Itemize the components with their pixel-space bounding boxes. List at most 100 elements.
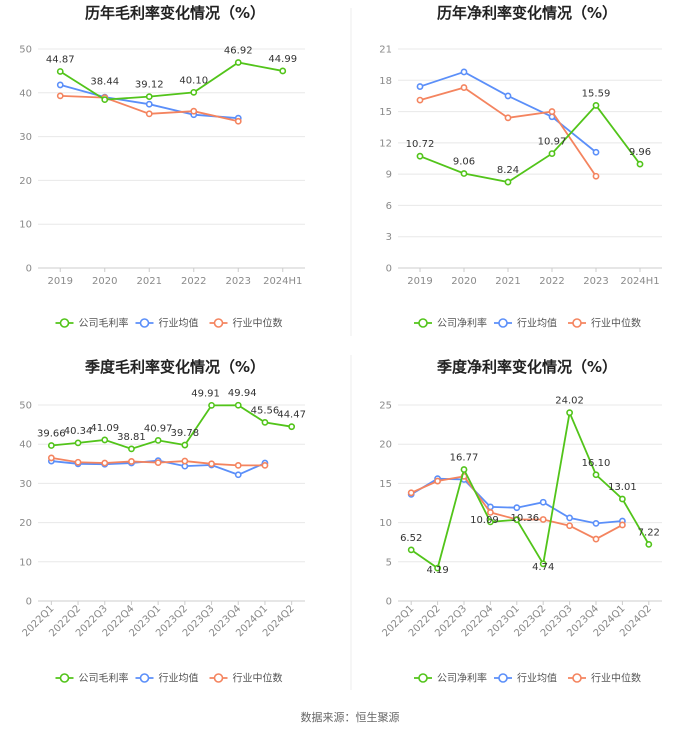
- y-tick-label: 40: [19, 88, 32, 99]
- data-point-industry_avg: [592, 519, 600, 527]
- data-point-company: [619, 495, 626, 503]
- data-label: 10.97: [538, 137, 567, 148]
- y-tick-label: 50: [19, 45, 32, 56]
- chart-title: 季度毛利率变化情况（%）: [85, 358, 265, 376]
- data-label: 41.09: [90, 423, 119, 434]
- legend-label-industry_median: 行业中位数: [591, 317, 641, 330]
- data-point-company: [548, 150, 556, 157]
- data-point-industry_median: [101, 459, 109, 467]
- data-label: 9.96: [629, 147, 651, 158]
- data-point-company: [74, 439, 82, 447]
- data-label: 13.01: [608, 482, 637, 493]
- y-tick-label: 6: [386, 201, 392, 212]
- data-source-note: 数据来源：恒生聚源: [301, 710, 400, 724]
- series-line-company: [410, 409, 650, 570]
- y-tick-label: 3: [386, 232, 392, 243]
- data-point-industry_avg: [416, 83, 424, 90]
- legend-marker-industry_median: [213, 673, 224, 683]
- legend-label-industry_avg: 行业均值: [517, 317, 557, 330]
- chart-quarterly-gross-margin: 季度毛利率变化情况（%） 010203040502022Q12022Q22022…: [19, 358, 306, 685]
- y-tick-label: 20: [19, 176, 32, 187]
- legend-marker-industry_avg: [139, 673, 150, 683]
- series-line-company: [51, 404, 292, 450]
- data-label: 44.99: [268, 54, 297, 65]
- data-point-company: [47, 442, 55, 449]
- data-point-industry_avg: [56, 81, 64, 89]
- data-point-industry_median: [47, 454, 55, 462]
- x-tick-label: 2022: [539, 276, 564, 287]
- data-point-company: [504, 178, 512, 186]
- y-tick-label: 20: [19, 518, 32, 529]
- data-point-company: [288, 423, 296, 431]
- data-label: 16.10: [582, 458, 611, 469]
- chart-quarterly-net-margin: 季度净利率变化情况（%） 05101520252022Q12022Q22022Q…: [379, 358, 662, 685]
- data-point-industry_avg: [145, 100, 153, 108]
- legend-marker-industry_avg: [498, 318, 508, 328]
- data-point-company: [279, 67, 287, 75]
- x-tick-label: 2023: [226, 276, 251, 287]
- y-tick-label: 10: [379, 518, 392, 529]
- data-label: 46.92: [224, 45, 253, 56]
- data-point-industry_median: [416, 96, 424, 104]
- data-label: 10.36: [510, 513, 539, 524]
- chart-title: 历年毛利率变化情况（%）: [85, 4, 265, 22]
- data-label: 6.52: [400, 533, 422, 544]
- legend-marker-company: [59, 673, 70, 683]
- legend-label-industry_median: 行业中位数: [233, 672, 283, 685]
- legend-label-company: 公司毛利率: [79, 672, 129, 685]
- x-tick-label: 2019: [48, 276, 73, 287]
- data-point-company: [101, 96, 109, 104]
- legend-label-company: 公司净利率: [437, 672, 487, 685]
- data-point-industry_median: [504, 114, 512, 122]
- data-label: 49.94: [228, 388, 257, 399]
- legend-marker-industry_avg: [498, 673, 508, 683]
- data-point-company: [513, 516, 521, 524]
- legend-marker-industry_median: [572, 318, 582, 328]
- data-point-company: [460, 466, 468, 473]
- legend-marker-company: [59, 318, 70, 328]
- x-tick-label: 2021: [495, 276, 520, 287]
- data-point-industry_avg: [504, 92, 512, 100]
- data-label: 16.77: [450, 453, 479, 464]
- data-point-company: [154, 436, 162, 444]
- data-point-industry_median: [128, 458, 135, 465]
- data-point-industry_avg: [234, 471, 242, 479]
- data-label: 44.47: [277, 410, 306, 421]
- data-point-industry_median: [407, 489, 415, 497]
- y-tick-label: 20: [379, 440, 392, 451]
- data-label: 39.66: [37, 429, 66, 440]
- data-point-industry_median: [56, 92, 64, 100]
- data-point-company: [261, 419, 269, 426]
- data-point-industry_median: [74, 458, 82, 466]
- data-label: 45.56: [251, 405, 280, 416]
- legend-marker-industry_median: [572, 673, 582, 683]
- data-point-industry_median: [261, 461, 269, 469]
- data-point-industry_median: [145, 110, 153, 118]
- data-point-industry_avg: [539, 498, 547, 506]
- data-point-company: [234, 401, 242, 409]
- data-point-company: [208, 401, 215, 409]
- data-label: 40.97: [144, 423, 173, 434]
- y-tick-label: 50: [19, 401, 32, 412]
- y-tick-label: 15: [379, 107, 392, 118]
- data-point-company: [234, 59, 242, 66]
- chart-annual-gross-margin: 历年毛利率变化情况（%） 0 10 20 30 40 50 2019 2020 2021 2022…: [19, 4, 305, 330]
- series-line-industry_avg: [419, 70, 597, 153]
- y-tick-label: 21: [379, 45, 392, 56]
- data-point-industry_avg: [592, 148, 600, 156]
- data-point-company: [592, 471, 600, 479]
- data-point-company: [416, 152, 424, 160]
- data-label: 4.19: [426, 565, 448, 576]
- data-point-industry_median: [234, 117, 242, 125]
- legend-label-industry_median: 行业中位数: [233, 317, 283, 330]
- data-label: 38.81: [117, 432, 146, 443]
- data-point-industry_avg: [566, 514, 573, 522]
- data-label: 9.06: [453, 157, 475, 168]
- y-tick-label: 25: [379, 401, 392, 412]
- data-point-company: [566, 409, 573, 417]
- data-label: 4.74: [532, 562, 554, 573]
- data-point-company: [434, 564, 441, 572]
- data-point-company: [592, 102, 600, 109]
- y-tick-label: 9: [386, 170, 392, 181]
